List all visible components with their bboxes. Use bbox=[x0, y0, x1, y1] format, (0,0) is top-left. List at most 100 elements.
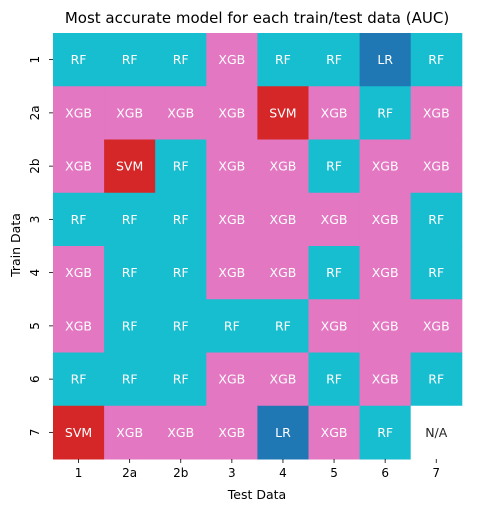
cell-label: XGB bbox=[218, 105, 245, 120]
y-axis-label: Train Data bbox=[8, 213, 23, 278]
heatmap-cell bbox=[206, 86, 258, 140]
heatmap-cell bbox=[308, 86, 361, 140]
heatmap-cell bbox=[155, 192, 207, 247]
cell-label: RF bbox=[428, 212, 444, 227]
heatmap-cell bbox=[53, 299, 105, 353]
x-tick-label: 2a bbox=[122, 466, 137, 480]
cell-label: XGB bbox=[65, 105, 92, 120]
cell-label: XGB bbox=[65, 318, 92, 333]
y-tick-label: 6 bbox=[28, 375, 42, 383]
cell-label: RF bbox=[326, 52, 342, 67]
heatmap-cell bbox=[104, 246, 156, 300]
heatmap-cell bbox=[257, 192, 309, 247]
heatmap-cell bbox=[410, 192, 463, 247]
heatmap-cell bbox=[155, 139, 207, 194]
cell-label: RF bbox=[173, 159, 189, 174]
cell-label: XGB bbox=[218, 159, 245, 174]
heatmap-cell bbox=[53, 192, 105, 247]
heatmap-cell bbox=[359, 139, 412, 194]
x-tick-label: 1 bbox=[75, 466, 83, 480]
chart-title: Most accurate model for each train/test … bbox=[65, 9, 449, 27]
heatmap-cell bbox=[206, 246, 258, 300]
cell-label: XGB bbox=[116, 425, 143, 440]
heatmap-cell bbox=[53, 139, 105, 194]
y-axis-ticks: 1 2a 2b 3 4 5 6 7 bbox=[28, 56, 53, 436]
cell-label: RF bbox=[275, 52, 291, 67]
x-axis-label: Test Data bbox=[227, 487, 286, 502]
heatmap-cell bbox=[53, 86, 105, 140]
cell-label: RF bbox=[326, 159, 342, 174]
heatmap-cell bbox=[308, 192, 361, 247]
cell-label: RF bbox=[428, 372, 444, 387]
heatmap-cell bbox=[206, 299, 258, 353]
heatmap-cell bbox=[308, 299, 361, 353]
heatmap-cell bbox=[308, 246, 361, 300]
cell-label: RF bbox=[71, 212, 87, 227]
cell-label: XGB bbox=[65, 159, 92, 174]
heatmap-cells: RF RF RF XGB RF RF LR RF XGB XGB XGB XGB SVM XGB RF XGB… bbox=[53, 33, 463, 460]
x-axis-ticks: 1 2a 2b 3 4 5 6 7 bbox=[75, 459, 440, 480]
cell-label: N/A bbox=[425, 425, 448, 440]
heatmap-cell bbox=[410, 405, 463, 460]
heatmap-cell bbox=[155, 299, 207, 353]
heatmap-cell bbox=[104, 352, 156, 407]
heatmap-cell bbox=[206, 192, 258, 247]
cell-label: XGB bbox=[321, 212, 348, 227]
heatmap-cell bbox=[53, 246, 105, 300]
heatmap-cell bbox=[206, 352, 258, 407]
y-tick-label: 3 bbox=[28, 216, 42, 224]
cell-label: RF bbox=[71, 372, 87, 387]
heatmap-cell bbox=[257, 352, 309, 407]
cell-label: XGB bbox=[218, 265, 245, 280]
heatmap-cell bbox=[206, 33, 258, 87]
cell-label: XGB bbox=[167, 425, 194, 440]
y-tick-label: 2a bbox=[28, 105, 42, 120]
y-tick-label: 5 bbox=[28, 322, 42, 330]
heatmap-cell bbox=[104, 405, 156, 460]
cell-label: XGB bbox=[423, 159, 450, 174]
cell-label: RF bbox=[173, 372, 189, 387]
heatmap-cell bbox=[257, 139, 309, 194]
heatmap-cell bbox=[410, 299, 463, 353]
heatmap-cell bbox=[206, 405, 258, 460]
cell-label: XGB bbox=[270, 265, 297, 280]
cell-label: XGB bbox=[270, 212, 297, 227]
cell-label: RF bbox=[173, 318, 189, 333]
y-tick-label: 2b bbox=[28, 158, 42, 173]
heatmap-cell bbox=[155, 246, 207, 300]
heatmap-cell bbox=[257, 33, 309, 87]
cell-label: RF bbox=[122, 212, 138, 227]
cell-label: XGB bbox=[372, 372, 399, 387]
heatmap-cell bbox=[308, 352, 361, 407]
cell-label: XGB bbox=[372, 318, 399, 333]
y-tick-label: 1 bbox=[28, 56, 42, 64]
cell-label: RF bbox=[173, 212, 189, 227]
heatmap-cell bbox=[257, 246, 309, 300]
heatmap-cell bbox=[104, 299, 156, 353]
heatmap-cell bbox=[104, 86, 156, 140]
cell-label: XGB bbox=[218, 372, 245, 387]
heatmap-cell bbox=[410, 139, 463, 194]
heatmap-cell bbox=[155, 86, 207, 140]
heatmap-cell bbox=[359, 352, 412, 407]
x-tick-label: 6 bbox=[381, 466, 389, 480]
cell-label: RF bbox=[122, 318, 138, 333]
heatmap-cell bbox=[53, 405, 105, 460]
x-tick-label: 7 bbox=[432, 466, 440, 480]
cell-label: RF bbox=[173, 265, 189, 280]
cell-label: XGB bbox=[372, 265, 399, 280]
x-tick-label: 2b bbox=[173, 466, 188, 480]
cell-label: SVM bbox=[65, 425, 92, 440]
cell-label: RF bbox=[377, 105, 393, 120]
cell-label: XGB bbox=[321, 105, 348, 120]
cell-label: SVM bbox=[116, 159, 143, 174]
cell-label: XGB bbox=[423, 318, 450, 333]
heatmap-cell bbox=[359, 299, 412, 353]
heatmap-cell bbox=[155, 352, 207, 407]
cell-label: RF bbox=[428, 52, 444, 67]
heatmap-cell bbox=[359, 192, 412, 247]
heatmap-cell bbox=[410, 86, 463, 140]
cell-label: LR bbox=[275, 425, 291, 440]
cell-label: RF bbox=[224, 318, 240, 333]
x-tick-label: 5 bbox=[330, 466, 338, 480]
